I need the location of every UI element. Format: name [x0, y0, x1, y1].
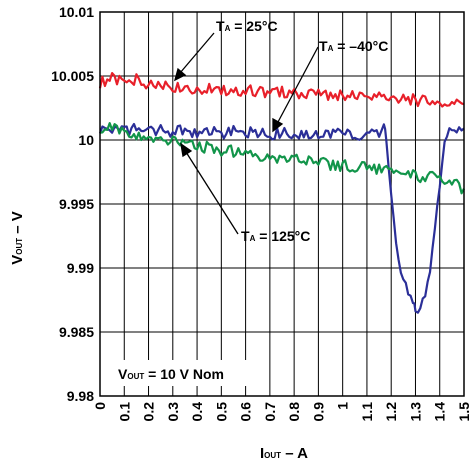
label-minus40c-rest: = –40°C	[333, 38, 388, 54]
x-tick-label: 1.3	[407, 402, 423, 422]
plot-frame	[99, 11, 465, 397]
x-axis-label-main: I	[260, 445, 264, 462]
label-minus40c-main: T	[319, 38, 328, 54]
label-125c-main: T	[241, 228, 250, 244]
y-tick-label: 10	[78, 132, 94, 148]
gridlines	[99, 11, 465, 397]
series-line-0	[98, 71, 465, 108]
x-tick-label: 1	[335, 402, 351, 410]
arrow-125c-head	[180, 142, 193, 158]
x-tick-labels: 0 0.1 0.2 0.3 0.4 0.5 0.6 0.7 0.8 0.9 1 1.1 1.2 1.3 1.…	[92, 402, 472, 422]
x-tick-label: 0.3	[165, 402, 181, 422]
x-axis-label: IOUT – A	[260, 445, 308, 462]
label-125c: TA = 125°C	[241, 228, 310, 244]
y-axis-label: VOUT – V	[9, 211, 26, 265]
label-minus40c: TA = –40°C	[319, 38, 388, 54]
x-tick-label: 1.4	[432, 402, 448, 422]
arrow-minus40c-line	[277, 46, 319, 123]
y-tick-label: 10.005	[51, 68, 94, 84]
label-minus40c-sub: A	[328, 44, 334, 53]
y-tick-label: 9.99	[67, 260, 94, 276]
x-tick-label: 0.7	[262, 402, 278, 422]
label-25c-main: T	[216, 18, 225, 34]
arrow-minus40c-head	[272, 117, 284, 133]
arrow-25c-head	[173, 67, 187, 82]
series-line-1	[98, 122, 465, 314]
y-axis-label-sub: OUT	[15, 238, 24, 255]
y-tick-labels: 9.98 9.985 9.99 9.995 10 10.005 10.01	[51, 4, 94, 404]
series-line-2	[99, 121, 465, 195]
series-group	[98, 71, 465, 314]
y-tick-label: 9.98	[67, 388, 94, 404]
label-125c-sub: A	[250, 234, 256, 243]
annotation-box	[103, 360, 259, 386]
x-axis-label-sub: OUT	[264, 451, 281, 460]
arrow-25c-line	[179, 32, 215, 74]
x-tick-label: 0.5	[213, 402, 229, 422]
x-tick-label: 0.4	[189, 402, 205, 422]
x-tick-label: 1.1	[359, 402, 375, 422]
x-axis-label-rest: – A	[281, 445, 308, 462]
y-tick-label: 10.01	[59, 4, 94, 20]
x-tick-label: 0.8	[286, 402, 302, 422]
x-tick-label: 1.2	[383, 402, 399, 422]
arrow-125c-line	[185, 151, 239, 235]
x-tick-label: 0.9	[310, 402, 326, 422]
y-tick-label: 9.985	[59, 324, 94, 340]
callout-arrows	[173, 32, 319, 235]
label-25c-sub: A	[225, 24, 231, 33]
x-tick-label: 0.1	[116, 402, 132, 422]
x-tick-label: 1.5	[456, 402, 472, 422]
annotation-rest: = 10 V Nom	[144, 366, 224, 382]
label-25c-rest: = 25°C	[230, 18, 277, 34]
annotation-vout-nom: VOUT = 10 V Nom	[118, 366, 224, 382]
y-tick-label: 9.995	[59, 196, 94, 212]
annotation-sub: OUT	[127, 372, 144, 381]
x-tick-label: 0.2	[141, 402, 157, 422]
label-125c-rest: = 125°C	[255, 228, 310, 244]
y-axis-label-rest: – V	[9, 211, 26, 238]
annotation-main: V	[118, 366, 128, 382]
x-tick-label: 0.6	[238, 402, 254, 422]
x-tick-label: 0	[92, 402, 108, 410]
y-axis-label-main: V	[9, 255, 26, 265]
label-25c: TA = 25°C	[216, 18, 278, 34]
